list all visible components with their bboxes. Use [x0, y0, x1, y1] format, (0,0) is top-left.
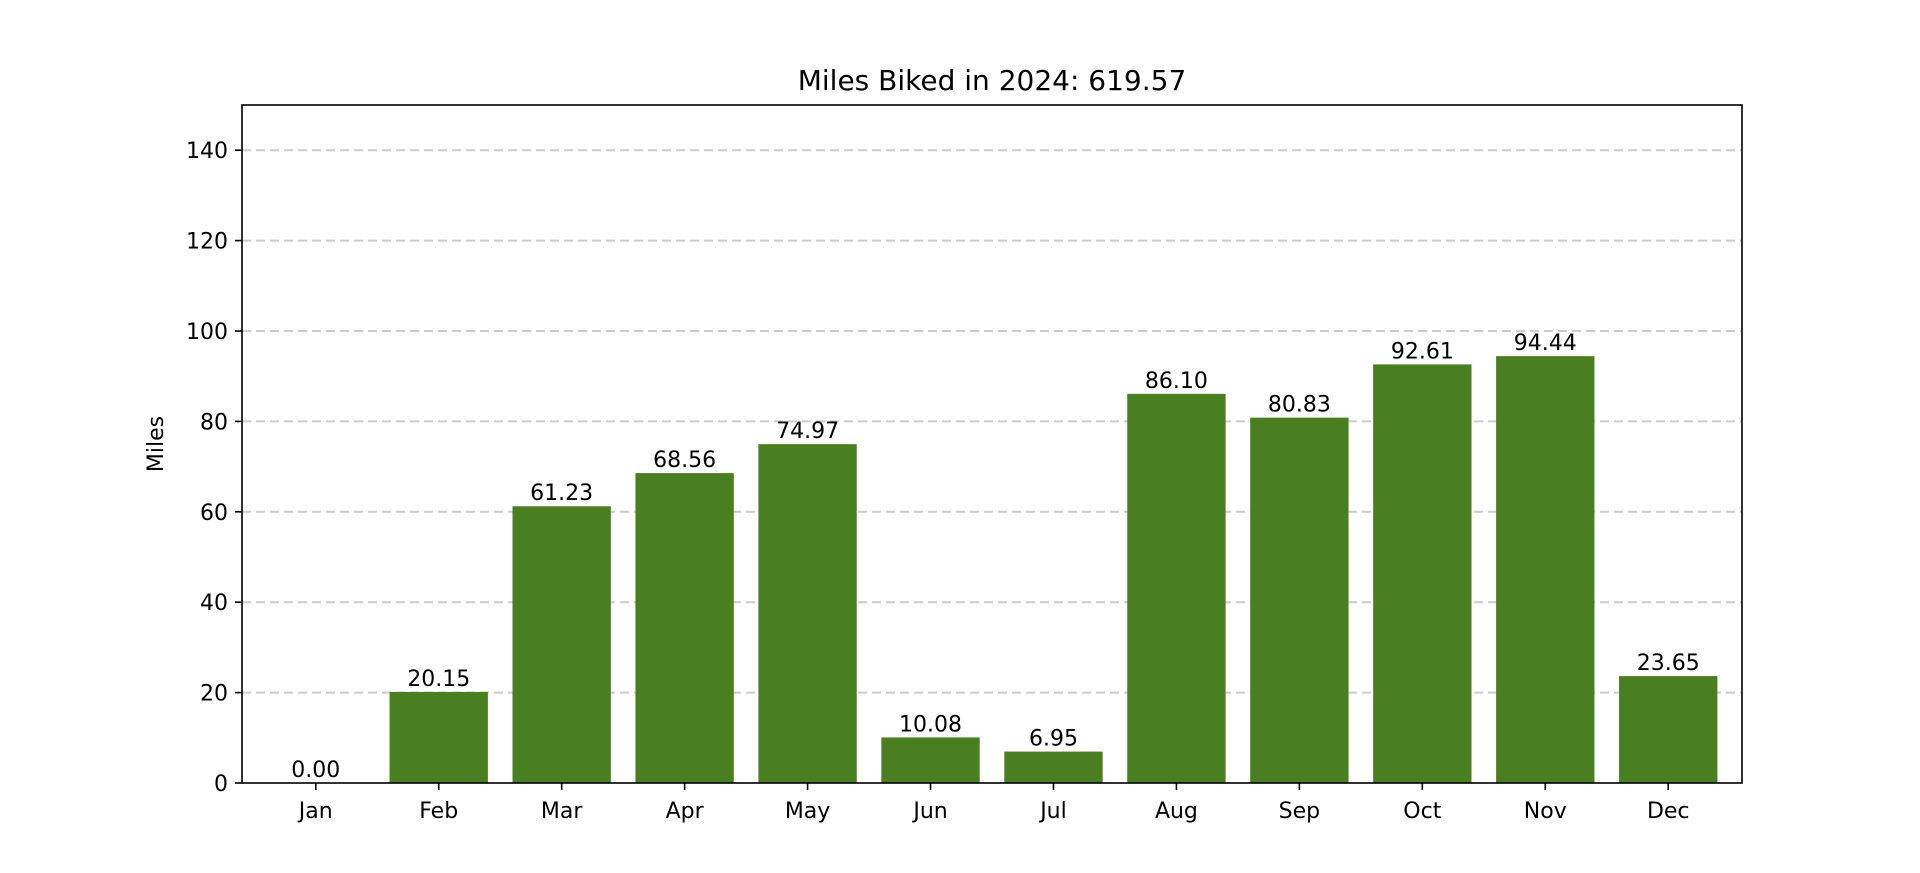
- data-labels: 0.00 20.15 61.23 68.56 74.97 10.08 6.95 86.10 80…: [291, 331, 1699, 783]
- data-label-aug: 86.10: [1145, 369, 1208, 394]
- bar-sep: [1250, 418, 1348, 783]
- bar-apr: [635, 473, 733, 783]
- x-tick-label-nov: Nov: [1524, 799, 1567, 824]
- data-label-oct: 92.61: [1391, 339, 1454, 364]
- y-tick-label: 0: [214, 772, 228, 797]
- x-tick-label-jan: Jan: [297, 799, 333, 824]
- x-tick-label-jul: Jul: [1038, 799, 1067, 824]
- bar-oct: [1373, 364, 1471, 783]
- y-tick-label: 120: [186, 230, 228, 255]
- bar-mar: [512, 506, 610, 783]
- bar-aug: [1127, 394, 1225, 783]
- x-tick-label-may: May: [785, 799, 830, 824]
- x-tick-label-sep: Sep: [1279, 799, 1320, 824]
- x-tick-label-aug: Aug: [1155, 799, 1198, 824]
- x-tick-label-mar: Mar: [541, 799, 583, 824]
- x-tick-label-dec: Dec: [1647, 799, 1690, 824]
- y-tick-label: 40: [200, 591, 228, 616]
- y-tick-label: 100: [186, 320, 228, 345]
- data-label-dec: 23.65: [1637, 651, 1700, 676]
- data-label-feb: 20.15: [407, 667, 470, 692]
- data-label-jul: 6.95: [1029, 727, 1078, 752]
- bar-may: [758, 444, 856, 783]
- x-tick-label-apr: Apr: [666, 799, 705, 824]
- y-tick-label: 60: [200, 501, 228, 526]
- bar-feb: [390, 692, 488, 783]
- data-label-mar: 61.23: [530, 481, 593, 506]
- x-tick-label-oct: Oct: [1403, 799, 1441, 824]
- x-tick-label-feb: Feb: [419, 799, 458, 824]
- data-label-apr: 68.56: [653, 448, 716, 473]
- y-axis-label: Miles: [144, 416, 169, 472]
- data-label-may: 74.97: [776, 419, 839, 444]
- data-label-nov: 94.44: [1514, 331, 1577, 356]
- bar-dec: [1619, 676, 1717, 783]
- data-label-jan: 0.00: [291, 758, 340, 783]
- x-tick-label-jun: Jun: [911, 799, 947, 824]
- x-axis: Jan Feb Mar Apr May Jun Jul Aug Sep Oct Nov Dec: [297, 783, 1690, 824]
- y-tick-label: 20: [200, 682, 228, 707]
- data-label-jun: 10.08: [899, 712, 962, 737]
- y-axis: 0 20 40 60 80 100 120 140: [186, 139, 242, 797]
- bar-nov: [1496, 356, 1594, 783]
- chart-title: Miles Biked in 2024: 619.57: [798, 64, 1187, 97]
- y-tick-label: 80: [200, 410, 228, 435]
- bars: [390, 356, 1718, 783]
- bar-jul: [1004, 752, 1102, 783]
- bar-jun: [881, 737, 979, 783]
- y-tick-label: 140: [186, 139, 228, 164]
- data-label-sep: 80.83: [1268, 393, 1331, 418]
